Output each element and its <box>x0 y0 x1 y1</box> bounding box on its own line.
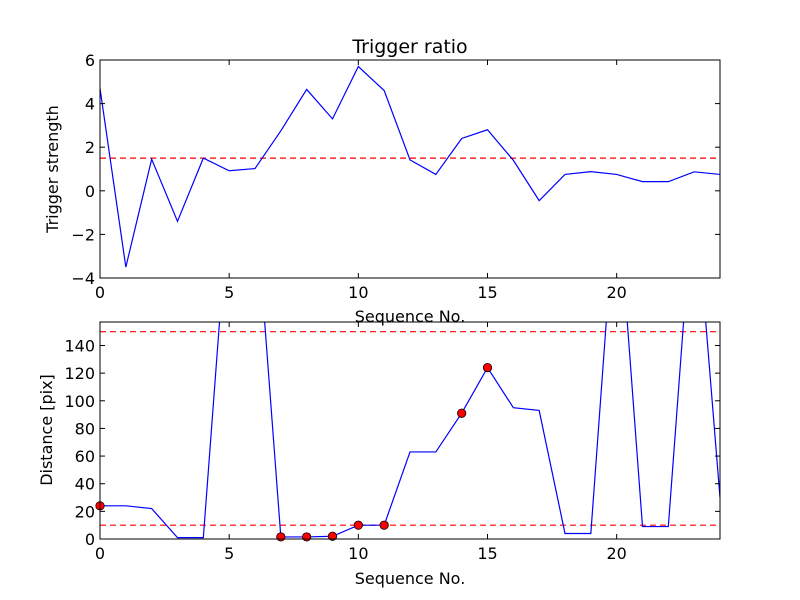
series-line-0 <box>100 65 720 268</box>
chart-top-frame <box>99 59 721 279</box>
x-tick-label: 0 <box>95 283 105 302</box>
y-tick-label: 4 <box>85 95 95 114</box>
chart-bottom-x-ticks: 0 5 10 15 20 <box>95 322 627 563</box>
chart-top-title: Trigger ratio <box>351 36 467 58</box>
y-tick-label: 20 <box>75 502 95 521</box>
y-tick-label: −2 <box>71 225 95 244</box>
y-tick-label: 140 <box>64 336 95 355</box>
x-tick-label: 0 <box>95 544 105 563</box>
y-tick-label: 6 <box>85 51 95 70</box>
chart-bottom-series <box>100 322 720 539</box>
chart-bottom-frame <box>99 321 721 540</box>
x-tick-label: 10 <box>348 544 368 563</box>
x-tick-label: 20 <box>606 283 626 302</box>
y-tick-label: 2 <box>85 138 95 157</box>
data-marker <box>327 531 338 541</box>
chart-top-x-ticks: 0 5 10 15 20 <box>95 60 627 302</box>
chart-top-series <box>100 65 720 268</box>
x-tick-label: 15 <box>477 544 497 563</box>
data-marker <box>482 363 493 373</box>
x-tick-label: 20 <box>606 544 626 563</box>
chart-top-x-axis-label: Sequence No. <box>355 307 466 326</box>
chart-bottom: 0 5 10 15 20 0 20 40 60 80 100 120 140 Sequence No.… <box>37 321 721 588</box>
chart-top-y-axis-label: Trigger strength <box>43 105 62 234</box>
data-marker <box>379 520 389 530</box>
data-marker <box>276 532 286 542</box>
chart-bottom-y-ticks: 0 20 40 60 80 100 120 140 <box>64 336 720 549</box>
data-marker <box>457 408 467 418</box>
y-tick-label: 100 <box>64 392 95 411</box>
y-tick-label: 40 <box>75 475 95 494</box>
data-marker <box>353 520 363 530</box>
chart-top-y-ticks: −4 −2 0 2 4 6 <box>71 51 720 288</box>
x-tick-label: 10 <box>348 283 368 302</box>
chart-bottom-y-axis-label: Distance [pix] <box>37 374 56 486</box>
y-tick-label: 0 <box>85 530 95 549</box>
x-tick-label: 15 <box>477 283 497 302</box>
chart-bottom-threshold-lines <box>100 331 720 526</box>
chart-bottom-x-axis-label: Sequence No. <box>355 569 466 588</box>
series-line-0 <box>100 322 720 539</box>
data-marker <box>302 532 312 542</box>
y-tick-label: 0 <box>85 182 95 201</box>
y-tick-label: 80 <box>75 419 95 438</box>
chart-top: Trigger ratio 0 5 10 15 20 −4 −2 0 2 4 6 Sequence… <box>43 36 721 326</box>
y-tick-label: −4 <box>71 269 95 288</box>
x-tick-label: 5 <box>224 544 234 563</box>
y-tick-label: 120 <box>64 364 95 383</box>
x-tick-label: 5 <box>224 283 234 302</box>
y-tick-label: 60 <box>75 447 95 466</box>
